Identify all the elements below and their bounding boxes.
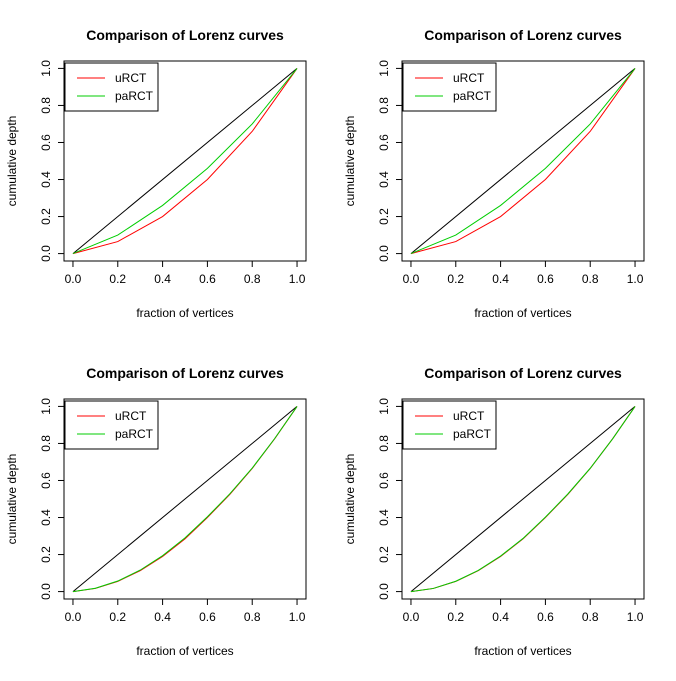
legend-label: paRCT	[453, 427, 492, 441]
x-tick-label: 0.4	[492, 610, 509, 624]
x-tick-label: 0.6	[199, 610, 216, 624]
chart-panel: 0.0 0.2 0.4 0.6 0.8 1.0 0.0 0.2 0.4 0.6 0.8 1.0 uRCT…	[343, 27, 645, 320]
y-tick-label: 0.2	[377, 546, 391, 563]
y-tick-label: 0.0	[39, 583, 53, 600]
x-tick-label: 0.2	[447, 610, 464, 624]
series-line	[72, 68, 298, 255]
legend-label: paRCT	[115, 427, 154, 441]
chart-panel: 0.0 0.2 0.4 0.6 0.8 1.0 0.0 0.2 0.4 0.6 0.8 1.0 uRCT…	[5, 27, 307, 320]
legend-label: paRCT	[115, 89, 154, 103]
plot-frame	[63, 60, 307, 262]
legend-box	[402, 62, 497, 112]
y-tick-label: 0.0	[377, 245, 391, 262]
x-tick-label: 0.4	[154, 610, 171, 624]
x-tick-label: 0.2	[447, 272, 464, 286]
x-tick-label: 0.6	[199, 272, 216, 286]
chart-title: Comparison of Lorenz curves	[86, 27, 284, 43]
reference-line	[410, 406, 636, 592]
x-tick-label: 0.0	[65, 272, 82, 286]
x-tick-label: 0.8	[582, 272, 599, 286]
y-tick-label: 0.2	[39, 546, 53, 563]
x-tick-label: 1.0	[289, 610, 306, 624]
x-tick-label: 0.4	[492, 272, 509, 286]
y-tick-label: 0.2	[39, 208, 53, 225]
y-tick-label: 1.0	[39, 60, 53, 77]
x-axis-label: fraction of vertices	[136, 306, 233, 320]
chart-title: Comparison of Lorenz curves	[424, 27, 622, 43]
series-line	[410, 406, 636, 593]
y-tick-label: 0.4	[39, 171, 53, 188]
y-tick-label: 0.6	[39, 472, 53, 489]
y-tick-label: 0.8	[377, 435, 391, 452]
y-tick-label: 0.6	[377, 472, 391, 489]
plot-frame	[63, 398, 307, 600]
y-tick-label: 0.6	[377, 134, 391, 151]
chart-title: Comparison of Lorenz curves	[424, 365, 622, 381]
y-axis-label: cumulative depth	[343, 454, 357, 545]
chart-title: Comparison of Lorenz curves	[86, 365, 284, 381]
series-line	[72, 68, 298, 255]
x-tick-label: 0.6	[537, 610, 554, 624]
legend-label: uRCT	[453, 71, 485, 85]
x-tick-label: 0.0	[403, 272, 420, 286]
y-tick-label: 0.4	[39, 509, 53, 526]
y-tick-label: 0.4	[377, 171, 391, 188]
x-tick-label: 0.6	[537, 272, 554, 286]
legend-box	[402, 400, 497, 450]
reference-line	[72, 68, 298, 254]
legend-label: uRCT	[453, 409, 485, 423]
y-tick-label: 1.0	[39, 398, 53, 415]
legend-box	[64, 400, 159, 450]
x-axis-label: fraction of vertices	[474, 644, 571, 658]
y-tick-label: 0.6	[39, 134, 53, 151]
x-axis-label: fraction of vertices	[136, 644, 233, 658]
legend-label: uRCT	[115, 409, 147, 423]
chart-panel: 0.0 0.2 0.4 0.6 0.8 1.0 0.0 0.2 0.4 0.6 0.8 1.0 uRCT…	[5, 365, 307, 658]
series-line	[410, 68, 636, 255]
y-tick-label: 1.0	[377, 398, 391, 415]
x-tick-label: 0.2	[109, 610, 126, 624]
y-axis-label: cumulative depth	[343, 116, 357, 207]
y-tick-label: 0.8	[39, 97, 53, 114]
series-line	[410, 68, 636, 255]
series-line	[72, 406, 298, 593]
x-tick-label: 0.0	[65, 610, 82, 624]
y-tick-label: 1.0	[377, 60, 391, 77]
y-tick-label: 0.4	[377, 509, 391, 526]
x-tick-label: 0.8	[244, 272, 261, 286]
x-tick-label: 0.8	[582, 610, 599, 624]
legend-box	[64, 62, 159, 112]
chart-panel: 0.0 0.2 0.4 0.6 0.8 1.0 0.0 0.2 0.4 0.6 0.8 1.0 uRCT…	[343, 365, 645, 658]
y-axis-label: cumulative depth	[5, 116, 19, 207]
plot-frame	[401, 398, 645, 600]
legend-label: paRCT	[453, 89, 492, 103]
x-tick-label: 0.8	[244, 610, 261, 624]
x-tick-label: 1.0	[627, 610, 644, 624]
x-tick-label: 0.2	[109, 272, 126, 286]
y-tick-label: 0.2	[377, 208, 391, 225]
legend-label: uRCT	[115, 71, 147, 85]
x-tick-label: 1.0	[627, 272, 644, 286]
reference-line	[72, 406, 298, 592]
y-tick-label: 0.0	[39, 245, 53, 262]
y-axis-label: cumulative depth	[5, 454, 19, 545]
x-tick-label: 0.0	[403, 610, 420, 624]
y-tick-label: 0.8	[39, 435, 53, 452]
y-tick-label: 0.8	[377, 97, 391, 114]
y-tick-label: 0.0	[377, 583, 391, 600]
x-axis-label: fraction of vertices	[474, 306, 571, 320]
x-tick-label: 1.0	[289, 272, 306, 286]
x-tick-label: 0.4	[154, 272, 171, 286]
plot-frame	[401, 60, 645, 262]
reference-line	[410, 68, 636, 254]
